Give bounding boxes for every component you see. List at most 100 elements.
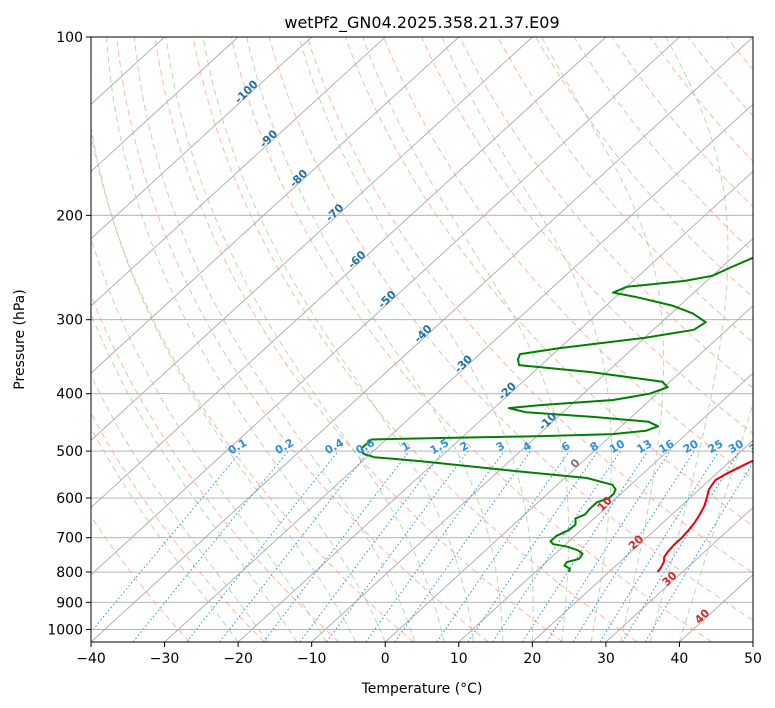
mixing-ratio-line — [572, 450, 695, 642]
y-tick-label: 100 — [56, 30, 83, 46]
moist-adiabat-line — [165, 37, 445, 642]
moist-adiabat-line — [91, 427, 239, 642]
isotherm-label: 20 — [626, 532, 646, 552]
isotherm-line — [91, 37, 460, 374]
isotherm-line — [91, 37, 533, 441]
mixing-ratio-label: 13 — [635, 437, 655, 456]
x-tick-label: 40 — [671, 651, 689, 667]
isotherm-line — [91, 37, 753, 642]
mixing-ratio-label: 0.1 — [226, 436, 249, 457]
mixing-ratio-line — [394, 450, 532, 642]
isotherm-label: -50 — [375, 288, 398, 311]
line-labels: -100-90-80-70-60-50-40-30-20-10010203040… — [226, 77, 767, 626]
isotherm-line — [752, 641, 753, 642]
x-tick-label: −20 — [223, 651, 253, 667]
moist-adiabat-line — [441, 37, 612, 642]
isotherm-line — [458, 372, 753, 642]
mixing-ratio-label: 0.2 — [273, 436, 296, 457]
moist-adiabat-line — [678, 401, 753, 642]
mixing-ratio-line — [436, 450, 570, 642]
mixing-ratio-label: 16 — [657, 437, 677, 456]
moist-adiabat-line — [649, 37, 729, 642]
mixing-ratio-label: 36 — [747, 437, 767, 456]
axis-ticks: −40 −30 −20 −10 0 10 20 30 40 5010020030040050060… — [47, 30, 762, 667]
mixing-ratio-line — [91, 450, 242, 633]
y-tick-label: 200 — [56, 208, 83, 224]
isotherm-line — [91, 37, 680, 576]
isotherm-label: 10 — [595, 494, 615, 514]
x-tick-label: 20 — [523, 651, 541, 667]
mixing-ratio-line — [326, 450, 469, 642]
moist-adiabat-line — [91, 236, 327, 642]
y-tick-label: 400 — [56, 387, 83, 403]
dry-adiabat-line — [306, 37, 753, 574]
mixing-ratio-label: 6 — [559, 439, 572, 454]
mixing-ratio-line — [492, 450, 622, 642]
x-tick-label: 50 — [744, 651, 762, 667]
isotherm-line — [91, 37, 312, 240]
dry-adiabat-line — [344, 37, 753, 527]
moist-adiabat-line — [91, 374, 268, 642]
isotherm-label: -70 — [323, 201, 346, 224]
y-tick-label: 1000 — [47, 622, 83, 638]
mixing-ratio-line — [299, 450, 444, 642]
x-tick-label: 10 — [450, 651, 468, 667]
mixing-ratio-label: 2 — [458, 439, 471, 454]
isotherm-line — [237, 170, 753, 642]
dry-adiabat-line — [421, 37, 753, 435]
isotherm-label: -60 — [345, 248, 368, 271]
dry-adiabat-line — [687, 37, 753, 117]
mixing-ratio-label: 1.5 — [428, 436, 451, 457]
dry-adiabat-line — [726, 37, 753, 71]
mixing-ratio-line — [132, 450, 289, 642]
profile-series — [360, 256, 753, 573]
moist-adiabat-line — [202, 37, 474, 642]
y-tick-label: 500 — [56, 444, 83, 460]
y-tick-label: 800 — [56, 565, 83, 581]
temperature-line — [656, 459, 753, 573]
moist-adiabat-line — [246, 37, 504, 642]
plot-frame — [90, 36, 754, 643]
isotherm-lines — [91, 37, 753, 642]
moist-adiabat-lines — [91, 37, 753, 642]
mixing-ratio-label: 20 — [681, 437, 701, 456]
y-tick-label: 600 — [56, 491, 83, 507]
moist-adiabat-line — [106, 37, 386, 642]
mixing-ratio-label: 25 — [706, 437, 726, 456]
x-axis-label: Temperature (°C) — [361, 681, 483, 697]
dry-adiabat-line — [230, 37, 713, 642]
pressure-gridlines — [91, 37, 753, 630]
isotherm-line — [91, 37, 386, 307]
dry-adiabat-line — [116, 37, 489, 642]
mixing-ratio-line — [522, 450, 649, 642]
mixing-ratio-label: 0.4 — [323, 436, 347, 457]
isotherm-line — [311, 238, 753, 642]
isotherm-label: -100 — [232, 77, 261, 106]
x-tick-label: 0 — [381, 651, 390, 667]
isotherm-line — [532, 439, 753, 642]
moist-adiabat-line — [362, 37, 570, 642]
isotherm-label: -30 — [452, 352, 475, 375]
x-tick-label: −40 — [76, 651, 106, 667]
y-tick-label: 700 — [56, 531, 83, 547]
isotherm-line — [91, 37, 607, 509]
isotherm-line — [164, 103, 753, 642]
isotherm-label: -20 — [496, 379, 519, 402]
isotherm-label: 40 — [692, 606, 712, 626]
dry-adiabat-line — [192, 37, 638, 642]
moist-adiabat-line — [298, 37, 534, 642]
mixing-ratio-label: 3 — [494, 439, 507, 454]
isotherm-line — [384, 305, 753, 642]
mixing-ratio-line — [365, 450, 505, 642]
mixing-ratio-line — [599, 450, 720, 642]
chart-title: wetPf2_GN04.2025.358.21.37.E09 — [284, 13, 559, 33]
isotherm-line — [91, 37, 239, 173]
mixing-ratio-line — [467, 450, 599, 642]
plot-area: -100-90-80-70-60-50-40-30-20-10010203040… — [91, 37, 767, 642]
mixing-ratio-line — [186, 450, 339, 642]
moist-adiabat-line — [541, 37, 665, 642]
mixing-ratio-lines — [91, 450, 753, 642]
dry-adiabat-line — [154, 37, 563, 642]
dry-adiabat-line — [91, 131, 414, 642]
